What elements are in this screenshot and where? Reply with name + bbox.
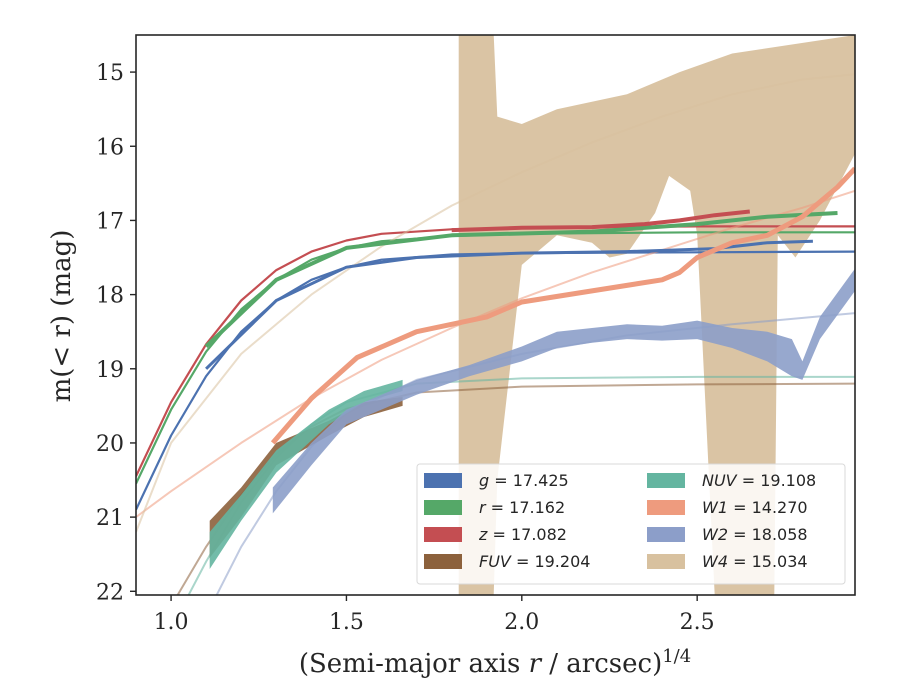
x-tick-label: 1.5: [329, 610, 364, 635]
error-bands: [458, 35, 855, 595]
y-tick-label: 16: [96, 135, 124, 160]
legend-label-r: r = 17.162: [479, 498, 565, 517]
y-axis-ticks: 15 16 17 18 19 20 21 22: [96, 61, 136, 605]
legend-label-w2: W2 = 18.058: [702, 525, 808, 544]
legend-label-fuv: FUV = 19.204: [479, 552, 590, 571]
plot-frame: [135, 34, 856, 596]
y-tick-label: 20: [96, 432, 124, 457]
legend-swatch-r: [424, 500, 462, 515]
x-axis-label: (Semi-major axis r / arcsec)1/4: [299, 646, 691, 679]
y-tick-label: 17: [96, 209, 124, 234]
w1-data-curve: [270, 166, 855, 445]
y-tick-label: 15: [96, 61, 124, 86]
legend-swatch-w2: [647, 527, 685, 542]
legend-swatch-w1: [647, 500, 685, 515]
legend-swatch-w4: [647, 554, 685, 569]
x-tick-label: 2.5: [680, 610, 715, 635]
z-data-curve: [451, 209, 751, 233]
w2-error-band: [272, 268, 855, 514]
y-tick-label: 21: [96, 506, 124, 531]
legend-frame: [416, 463, 846, 585]
legend-label-nuv: NUV = 19.108: [702, 471, 816, 490]
r-data-curve: [204, 211, 838, 348]
y-tick-label: 18: [96, 284, 124, 309]
x-axis-ticks: 1.0 1.5 2.0 2.5: [154, 595, 715, 635]
w1-model-curve: [136, 189, 855, 518]
legend-swatch-fuv: [424, 554, 462, 569]
legend-label-w4: W4 = 15.034: [702, 552, 808, 571]
y-axis-label: m(< r) (mag): [47, 230, 77, 403]
y-tick-label: 19: [96, 358, 124, 383]
y-tick-label: 22: [96, 580, 124, 605]
legend-swatch-g: [424, 473, 462, 488]
x-tick-label: 1.0: [154, 610, 189, 635]
legend-swatch-z: [424, 527, 462, 542]
legend-swatch-nuv: [647, 473, 685, 488]
legend-label-z: z = 17.082: [478, 525, 567, 544]
legend-label-w1: W1 = 14.270: [702, 498, 808, 517]
g-data-curve: [205, 239, 813, 370]
legend: g = 17.425 r = 17.162 z = 17.082 FUV = 19.2…: [416, 463, 846, 585]
legend-label-g: g = 17.425: [479, 471, 569, 490]
w4-error-band: [458, 35, 855, 595]
data-curves: [204, 166, 855, 569]
w4-model-curve: [136, 73, 855, 533]
x-tick-label: 2.0: [504, 610, 539, 635]
